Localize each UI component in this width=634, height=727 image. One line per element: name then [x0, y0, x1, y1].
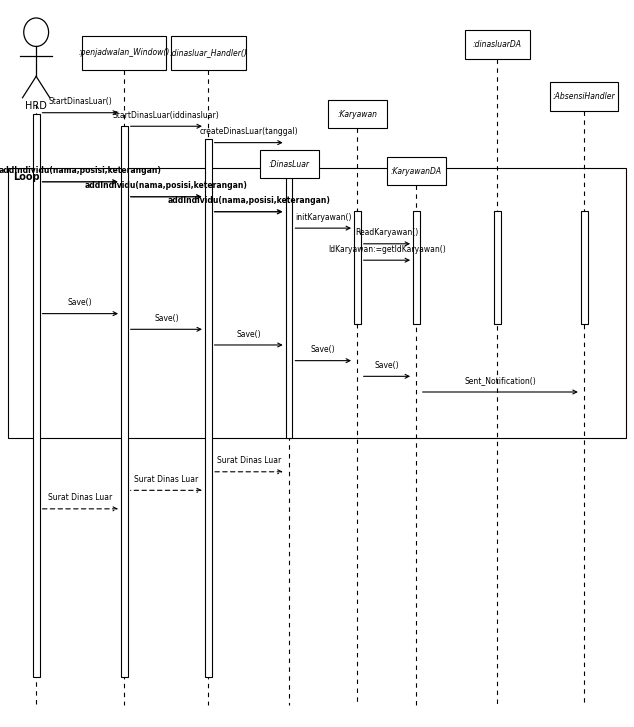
Bar — [33, 114, 39, 677]
Text: Surat Dinas Luar: Surat Dinas Luar — [48, 494, 112, 502]
Text: StartDinasLuar(): StartDinasLuar() — [48, 97, 112, 106]
Text: :AbsensiHandler: :AbsensiHandler — [553, 92, 616, 101]
Bar — [581, 211, 588, 324]
Bar — [328, 100, 387, 129]
Text: addIndividu(nama,posisi,keterangan): addIndividu(nama,posisi,keterangan) — [85, 181, 248, 190]
Bar — [387, 157, 446, 185]
Bar — [550, 82, 618, 111]
Text: Surat Dinas Luar: Surat Dinas Luar — [134, 475, 198, 484]
Text: addIndividu(nama,posisi,keterangan): addIndividu(nama,posisi,keterangan) — [0, 166, 162, 175]
Text: Sent_Notification(): Sent_Notification() — [465, 377, 536, 385]
Bar — [354, 211, 361, 324]
Text: Surat Dinas Luar: Surat Dinas Luar — [217, 457, 281, 465]
Text: StartDinasLuar(iddinasluar): StartDinasLuar(iddinasluar) — [113, 111, 220, 120]
Text: ReadKaryawan(): ReadKaryawan() — [355, 228, 418, 238]
Bar — [121, 126, 128, 677]
Text: Save(): Save() — [375, 361, 399, 370]
Text: initKaryawan(): initKaryawan() — [295, 213, 351, 222]
Bar — [171, 36, 245, 70]
Text: :dinasluarDA: :dinasluarDA — [473, 40, 522, 49]
Text: :Karyawan: :Karyawan — [337, 110, 377, 119]
Text: :dinasluar_Handler(): :dinasluar_Handler() — [169, 49, 247, 57]
Text: Save(): Save() — [311, 345, 335, 354]
Bar — [82, 36, 166, 70]
Bar — [259, 150, 318, 178]
Text: :penjadwalan_Window(): :penjadwalan_Window() — [79, 49, 170, 57]
Text: createDinasLuar(tanggal): createDinasLuar(tanggal) — [199, 127, 298, 136]
Text: HRD: HRD — [25, 100, 47, 111]
Bar — [465, 30, 530, 59]
Bar — [494, 211, 501, 324]
Text: addIndividu(nama,posisi,keterangan): addIndividu(nama,posisi,keterangan) — [167, 196, 330, 205]
Text: Loop: Loop — [13, 172, 40, 182]
Bar — [286, 166, 292, 438]
Text: Save(): Save() — [154, 314, 179, 323]
Text: IdKaryawan:=getIdKaryawan(): IdKaryawan:=getIdKaryawan() — [328, 245, 446, 254]
Bar — [413, 211, 420, 324]
Text: Save(): Save() — [68, 298, 93, 308]
Text: :KaryawanDA: :KaryawanDA — [391, 166, 442, 176]
Text: :DinasLuar: :DinasLuar — [269, 159, 309, 169]
Bar — [205, 139, 212, 677]
Bar — [8, 167, 626, 438]
Text: Save(): Save() — [236, 329, 261, 339]
